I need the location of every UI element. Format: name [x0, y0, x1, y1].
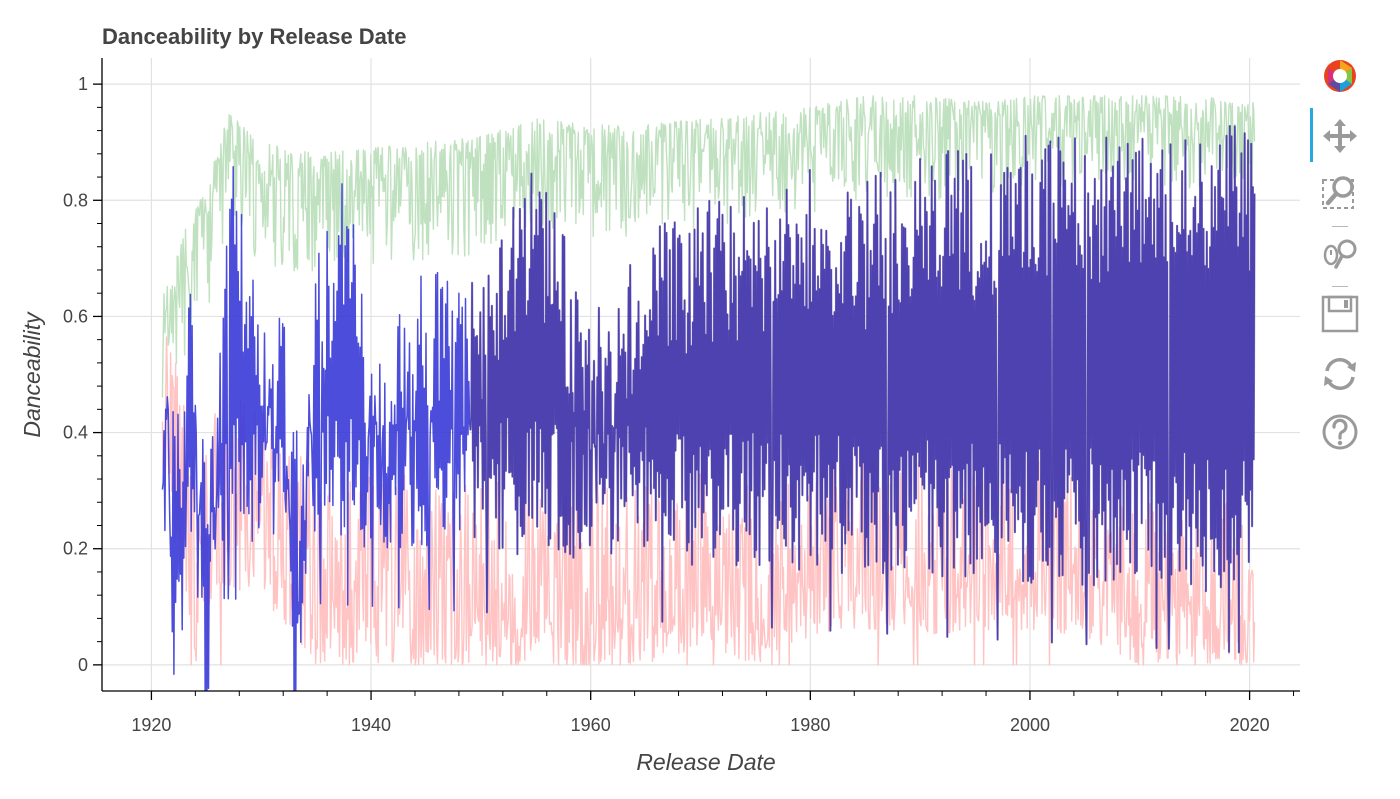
- x-tick-label: 1980: [790, 715, 830, 735]
- y-axis-label: Danceability: [19, 311, 45, 438]
- x-tick-label: 1940: [351, 715, 391, 735]
- series-line-mean-density: [469, 124, 1256, 654]
- wheel-zoom-icon[interactable]: [1320, 234, 1360, 274]
- toolbar-separator: [1332, 286, 1348, 287]
- toolbar: [1310, 52, 1370, 472]
- pan-icon[interactable]: [1320, 116, 1360, 156]
- x-tick-label: 2020: [1230, 715, 1270, 735]
- y-tick-label: 1: [78, 74, 88, 94]
- y-tick-label: 0.6: [63, 306, 88, 326]
- data-layer[interactable]: [161, 95, 1256, 756]
- reset-icon[interactable]: [1320, 354, 1360, 394]
- active-tool-indicator: [1310, 108, 1313, 162]
- y-tick-label: 0: [78, 655, 88, 675]
- series-line-min: [161, 336, 1256, 666]
- chart-title: Danceability by Release Date: [102, 24, 406, 49]
- x-tick-label: 1920: [131, 715, 171, 735]
- y-tick-label: 0.4: [63, 423, 88, 443]
- bokeh-logo-icon[interactable]: [1320, 56, 1360, 96]
- x-tick-label: 1960: [571, 715, 611, 735]
- box-zoom-icon[interactable]: [1320, 172, 1360, 212]
- x-tick-label: 2000: [1010, 715, 1050, 735]
- y-tick-label: 0.2: [63, 539, 88, 559]
- chart: 0 0.2 0.4 0.6 0.8 1 1920 1940 1960 1980 2000 2020 D…: [19, 24, 1300, 775]
- y-tick-label: 0.8: [63, 190, 88, 210]
- x-axis-label: Release Date: [636, 749, 775, 775]
- toolbar-separator: [1332, 226, 1348, 227]
- axes: 0 0.2 0.4 0.6 0.8 1 1920 1940 1960 1980 2000 2020: [63, 58, 1300, 735]
- help-icon[interactable]: [1320, 412, 1360, 452]
- save-icon[interactable]: [1320, 294, 1360, 334]
- series-line-max: [161, 95, 1256, 398]
